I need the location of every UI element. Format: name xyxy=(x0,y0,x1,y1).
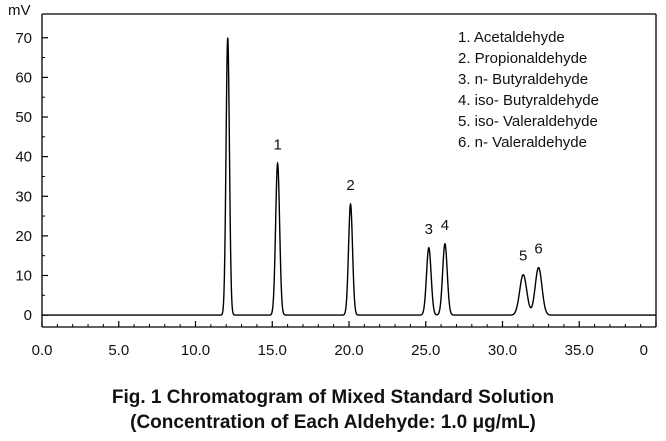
y-tick-label: 30 xyxy=(15,188,32,205)
figure-caption-title: Fig. 1 Chromatogram of Mixed Standard So… xyxy=(111,387,555,408)
peak-label-3: 3 xyxy=(425,221,433,238)
x-tick-label: 15.0 xyxy=(258,342,287,359)
legend-entry: 5. iso- Valeraldehyde xyxy=(458,113,598,130)
peak-labels: 123 45 6 xyxy=(273,136,542,264)
x-tick-label: 35.0 xyxy=(565,342,594,359)
y-axis-label: mV xyxy=(8,2,31,19)
y-tick-label: 10 xyxy=(15,267,32,284)
peak-label-4: 4 xyxy=(441,217,449,234)
y-tick-label: 0 xyxy=(24,307,32,324)
peak-label-6: 6 xyxy=(534,241,542,258)
chromatogram-trace-group xyxy=(42,37,656,316)
y-tick-label: 20 xyxy=(15,228,32,245)
legend-entry: 1. Acetaldehyde xyxy=(458,29,565,46)
y-tick-label: 40 xyxy=(15,149,32,166)
peak-label-2: 2 xyxy=(346,177,354,194)
x-tick-label: 0 xyxy=(640,342,648,359)
figure-caption-concentration: (Concentration of Each Aldehyde: 1.0 μg/… xyxy=(130,412,536,433)
x-tick-label: 5.0 xyxy=(108,342,129,359)
x-tick-label: 30.0 xyxy=(488,342,517,359)
y-axis: 0 10 20 30 40 50 60 70 xyxy=(15,30,48,324)
peak-label-1: 1 xyxy=(273,136,281,153)
x-tick-label: 0.0 xyxy=(32,342,53,359)
legend-entry: 2. Propionaldehyde xyxy=(458,50,587,67)
peak-label-5: 5 xyxy=(519,248,527,265)
x-tick-label: 25.0 xyxy=(411,342,440,359)
legend-entry: 3. n- Butyraldehyde xyxy=(458,71,588,88)
x-axis: 0.0 5.0 10.0 15.0 20.0 25.0 30.0 35.0 0 xyxy=(32,321,657,359)
legend: 1. Acetaldehyde 2. Propionaldehyde 3. n- B… xyxy=(458,29,599,151)
chromatogram-trace xyxy=(42,37,656,316)
y-tick-label: 50 xyxy=(15,109,32,126)
x-tick-label: 20.0 xyxy=(334,342,363,359)
y-tick-label: 70 xyxy=(15,30,32,47)
y-tick-label: 60 xyxy=(15,69,32,86)
x-tick-label: 10.0 xyxy=(181,342,210,359)
legend-entry: 4. iso- Butyraldehyde xyxy=(458,92,599,109)
legend-entry: 6. n- Valeraldehyde xyxy=(458,134,587,151)
